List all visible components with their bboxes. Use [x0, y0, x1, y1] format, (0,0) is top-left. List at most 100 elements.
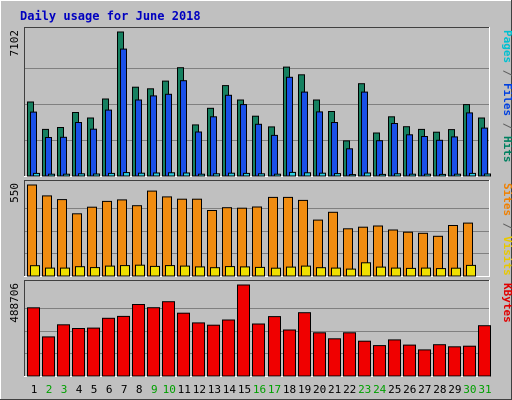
- bar-kbytes-day-17: [268, 316, 281, 377]
- day-label: 25: [388, 383, 401, 396]
- bar-kbytes-day-8: [132, 304, 145, 377]
- day-label: 18: [283, 383, 296, 396]
- bar-pages-day-10: [168, 172, 175, 177]
- bar-files-day-16: [255, 123, 262, 177]
- bar-pages-day-9: [153, 172, 160, 177]
- bar-files-day-27: [421, 136, 428, 177]
- legend-entry: /: [501, 216, 512, 236]
- bar-files-day-13: [210, 116, 217, 177]
- bar-files-day-25: [391, 123, 398, 177]
- bar-files-day-12: [195, 131, 202, 177]
- bar-visits-day-9: [147, 190, 157, 277]
- day-label: 15: [238, 383, 251, 396]
- panel-visits-sites: 550 Sites / Visits: [8, 180, 512, 277]
- bar-files-day-14: [225, 94, 232, 177]
- bar-visits-day-1: [27, 184, 37, 277]
- day-label: 30: [463, 383, 476, 396]
- bar-files-day-19: [301, 91, 308, 177]
- bar-pages-day-29: [454, 173, 461, 177]
- bar-files-day-28: [436, 139, 443, 177]
- bar-visits-day-3: [57, 199, 67, 277]
- legend-visits-sites: Sites / Visits: [501, 183, 512, 276]
- day-label: 14: [223, 383, 237, 396]
- bar-sites-day-14: [225, 266, 235, 277]
- bar-pages-day-4: [78, 173, 85, 177]
- bar-files-day-24: [376, 140, 383, 177]
- bar-pages-day-5: [93, 173, 100, 177]
- bar-sites-day-7: [120, 265, 130, 277]
- bar-visits-day-16: [252, 206, 262, 277]
- legend-entry: Hits: [501, 136, 512, 163]
- bar-kbytes-day-4: [72, 328, 85, 377]
- bar-visits-day-18: [283, 196, 293, 277]
- legend-entry: KBytes: [501, 283, 512, 323]
- bar-files-day-26: [406, 134, 413, 177]
- bar-kbytes-day-27: [418, 349, 431, 377]
- bar-files-day-17: [271, 134, 278, 177]
- day-label: 17: [268, 383, 281, 396]
- day-label: 2: [46, 383, 53, 396]
- bar-pages-day-18: [289, 171, 296, 177]
- bar-kbytes-day-2: [42, 336, 55, 377]
- day-label: 10: [163, 383, 176, 396]
- bar-kbytes-day-1: [27, 307, 40, 377]
- day-label: 11: [178, 383, 191, 396]
- bar-files-day-1: [30, 111, 37, 177]
- day-label: 29: [448, 383, 461, 396]
- day-label: 9: [151, 383, 158, 396]
- bar-pages-day-22: [349, 174, 356, 177]
- bar-pages-day-11: [183, 172, 190, 177]
- bar-kbytes-day-23: [358, 340, 371, 377]
- bar-kbytes-day-28: [433, 344, 446, 377]
- day-label: 19: [298, 383, 311, 396]
- day-label: 1: [31, 383, 38, 396]
- bar-sites-day-9: [150, 265, 160, 277]
- y-axis-max-label: 7102: [8, 30, 21, 57]
- bar-files-day-6: [105, 109, 112, 177]
- day-label: 22: [343, 383, 356, 396]
- bar-files-day-29: [451, 136, 458, 177]
- bar-pages-day-12: [198, 173, 205, 177]
- bar-kbytes-day-6: [102, 317, 115, 377]
- bar-sites-day-16: [255, 266, 265, 277]
- bar-kbytes-day-14: [222, 319, 235, 377]
- bar-visits-day-10: [162, 196, 172, 277]
- day-label: 28: [433, 383, 446, 396]
- day-label: 5: [91, 383, 98, 396]
- bar-pages-day-13: [213, 173, 220, 177]
- bar-pages-day-27: [424, 173, 431, 177]
- bar-visits-day-7: [117, 199, 127, 277]
- bar-kbytes-day-26: [403, 344, 416, 377]
- day-label: 13: [208, 383, 221, 396]
- bar-sites-day-8: [135, 264, 145, 277]
- bar-sites-day-27: [421, 267, 431, 277]
- bar-kbytes-day-21: [328, 338, 341, 377]
- bar-kbytes-day-31: [478, 325, 491, 377]
- bar-sites-day-26: [406, 267, 416, 277]
- bar-pages-day-14: [228, 172, 235, 177]
- bar-sites-day-1: [30, 265, 40, 277]
- day-label: 20: [313, 383, 326, 396]
- bar-sites-day-20: [316, 267, 326, 277]
- bar-files-day-8: [135, 99, 142, 177]
- day-label: 6: [106, 383, 113, 396]
- bar-sites-day-11: [180, 265, 190, 277]
- legend-pages-files-hits: Pages / Files / Hits: [501, 30, 512, 163]
- bar-sites-day-4: [75, 266, 85, 277]
- bar-files-day-3: [60, 136, 67, 177]
- bar-kbytes-day-11: [177, 312, 190, 377]
- day-label: 7: [121, 383, 128, 396]
- bar-kbytes-day-5: [87, 327, 100, 377]
- bar-kbytes-day-12: [192, 322, 205, 377]
- legend-kbytes: KBytes: [501, 283, 512, 323]
- bar-pages-day-6: [108, 172, 115, 177]
- bar-pages-day-21: [334, 173, 341, 177]
- bar-files-day-30: [466, 112, 473, 177]
- bar-kbytes-day-15: [237, 284, 250, 377]
- legend-entry: /: [501, 63, 512, 83]
- bar-files-day-18: [286, 76, 293, 177]
- bar-sites-day-21: [331, 267, 341, 277]
- bar-visits-day-21: [328, 211, 338, 277]
- bar-files-day-5: [90, 128, 97, 177]
